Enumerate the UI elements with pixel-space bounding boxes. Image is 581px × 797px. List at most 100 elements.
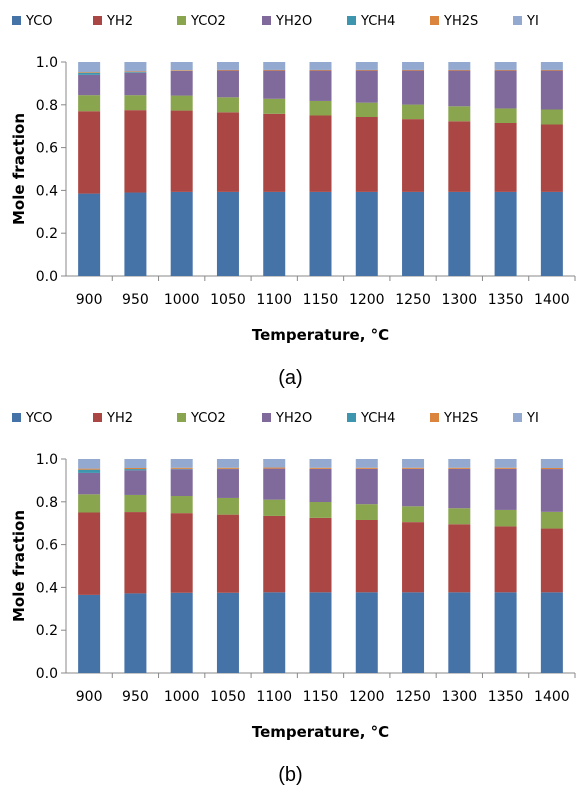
bar-segment-yh2o-1250 bbox=[402, 70, 425, 105]
bar-segment-yco-1250 bbox=[402, 592, 425, 673]
legend-label: YCH4 bbox=[360, 14, 395, 29]
bar-segment-yh2-1150 bbox=[309, 517, 332, 593]
bar-segment-yco2-1050 bbox=[216, 497, 239, 515]
legend-item-yco: YCO bbox=[12, 14, 53, 29]
bar-segment-yh2o-1200 bbox=[355, 70, 378, 103]
bar-segment-yi-1300 bbox=[448, 62, 471, 70]
bar-segment-yco2-1350 bbox=[494, 108, 517, 123]
bar-segment-yco2-1050 bbox=[216, 97, 239, 113]
bar-segment-yco-1300 bbox=[448, 191, 471, 276]
bar-segment-yi-1400 bbox=[540, 62, 563, 70]
y-tick-label: 1.0 bbox=[36, 55, 58, 71]
y-axis-title: Mole fraction bbox=[10, 510, 28, 622]
bar-segment-yh2s-900 bbox=[78, 72, 101, 73]
x-tick-label: 1100 bbox=[256, 689, 292, 705]
x-tick-label: 1300 bbox=[441, 292, 477, 308]
x-tick-label: 1200 bbox=[349, 689, 385, 705]
bar-segment-yi-1150 bbox=[309, 459, 332, 468]
bar-segment-yh2s-1400 bbox=[540, 69, 563, 71]
x-tick-label: 1100 bbox=[256, 292, 292, 308]
bar-segment-yh2o-1400 bbox=[540, 70, 563, 110]
bar-segment-yco-1000 bbox=[170, 191, 193, 276]
legend-label: YH2O bbox=[275, 14, 312, 29]
bar-segment-yco-1050 bbox=[216, 592, 239, 673]
legend-swatch bbox=[430, 413, 439, 422]
bar-segment-yco-1100 bbox=[263, 592, 286, 673]
bar-segment-yh2-950 bbox=[124, 110, 147, 193]
bar-segment-yco2-1300 bbox=[448, 106, 471, 122]
y-tick-label: 0.6 bbox=[36, 538, 58, 554]
legend-swatch bbox=[347, 16, 356, 25]
x-tick-label: 1200 bbox=[349, 292, 385, 308]
bar-segment-yh2-900 bbox=[78, 512, 101, 595]
bar-segment-yh2s-1100 bbox=[263, 69, 286, 71]
bar-segment-yco2-1400 bbox=[540, 109, 563, 125]
bar-segment-yh2o-1250 bbox=[402, 468, 425, 507]
bar-segment-yh2o-1200 bbox=[355, 468, 378, 505]
stacked-bar-chart-b: YCO YH2 YCO2 YH2O YCH4 YH2S YI 0.0 0.2 0.4 0.6 0.8 1… bbox=[10, 411, 576, 741]
bar-segment-yco2-950 bbox=[124, 494, 147, 513]
figure-caption-b: (b) bbox=[278, 764, 303, 786]
bar-segment-yh2s-950 bbox=[124, 467, 147, 470]
bar-segment-yi-1250 bbox=[402, 62, 425, 70]
bar-segment-yh2o-1000 bbox=[170, 70, 193, 96]
legend-item-yi: YI bbox=[513, 14, 539, 29]
legend-item-yh2o: YH2O bbox=[262, 14, 312, 29]
legend-label: YCO2 bbox=[190, 411, 226, 426]
x-tick-label: 900 bbox=[76, 292, 103, 308]
bar-segment-yco2-1150 bbox=[309, 502, 332, 518]
y-tick-label: 0.4 bbox=[36, 580, 58, 596]
bar-segment-yco-950 bbox=[124, 192, 147, 276]
bar-segment-yco-1300 bbox=[448, 592, 471, 673]
legend-label: YH2 bbox=[106, 14, 133, 29]
legend-swatch bbox=[513, 413, 522, 422]
bar-segment-yh2s-900 bbox=[78, 468, 101, 470]
bar-segment-yh2-1200 bbox=[355, 116, 378, 192]
y-axis-title: Mole fraction bbox=[10, 113, 28, 225]
legend-swatch bbox=[513, 16, 522, 25]
bar-segment-ych4-950 bbox=[124, 469, 147, 471]
bar-segment-yh2s-950 bbox=[124, 71, 147, 73]
legend-label: YCO bbox=[25, 14, 53, 29]
legend-label: YCO2 bbox=[190, 14, 226, 29]
bar-segment-yh2s-1300 bbox=[448, 467, 471, 469]
bar-segment-yi-950 bbox=[124, 459, 147, 468]
bar-segment-yi-1250 bbox=[402, 459, 425, 468]
bar-segment-yh2s-1400 bbox=[540, 467, 563, 470]
bar-segment-yh2-1300 bbox=[448, 121, 471, 192]
y-tick-label: 0.8 bbox=[36, 495, 58, 511]
bar-segment-yh2-1150 bbox=[309, 115, 332, 192]
bar-segment-yh2s-1300 bbox=[448, 69, 471, 71]
x-tick-label: 1000 bbox=[164, 292, 200, 308]
bar-segment-yco2-1200 bbox=[355, 102, 378, 117]
bar-segment-yco2-900 bbox=[78, 494, 101, 513]
legend-item-yi: YI bbox=[513, 411, 539, 426]
legend-swatch bbox=[12, 413, 21, 422]
x-axis-title: Temperature, °C bbox=[252, 723, 389, 741]
bar-segment-yco2-1300 bbox=[448, 508, 471, 525]
y-tick-label: 0.0 bbox=[36, 269, 58, 285]
bar-segment-yco-1400 bbox=[540, 191, 563, 276]
bar-segment-yh2o-950 bbox=[124, 470, 147, 495]
bar-segment-yi-1050 bbox=[216, 459, 239, 468]
y-tick-label: 1.0 bbox=[36, 452, 58, 468]
bar-segment-yco2-1350 bbox=[494, 509, 517, 527]
x-tick-label: 1300 bbox=[441, 689, 477, 705]
bar-segment-yco-900 bbox=[78, 193, 101, 276]
x-tick-label: 900 bbox=[76, 689, 103, 705]
bar-segment-yh2o-1050 bbox=[216, 469, 239, 498]
bar-segment-yi-900 bbox=[78, 459, 101, 469]
legend-label: YCO bbox=[25, 411, 53, 426]
legend-swatch bbox=[430, 16, 439, 25]
legend-item-yco2: YCO2 bbox=[177, 14, 226, 29]
bar-segment-yh2-1250 bbox=[402, 119, 425, 192]
legend-swatch bbox=[177, 16, 186, 25]
bar-segment-yh2-1050 bbox=[216, 112, 239, 192]
y-tick-label: 0.4 bbox=[36, 183, 58, 199]
bar-segment-yh2s-1150 bbox=[309, 69, 332, 71]
legend-item-yh2o: YH2O bbox=[262, 411, 312, 426]
bar-segment-yco-1100 bbox=[263, 191, 286, 276]
bar-segment-yh2o-1150 bbox=[309, 468, 332, 503]
bar-segment-yco2-1100 bbox=[263, 98, 286, 114]
bar-segment-yco2-1000 bbox=[170, 95, 193, 111]
